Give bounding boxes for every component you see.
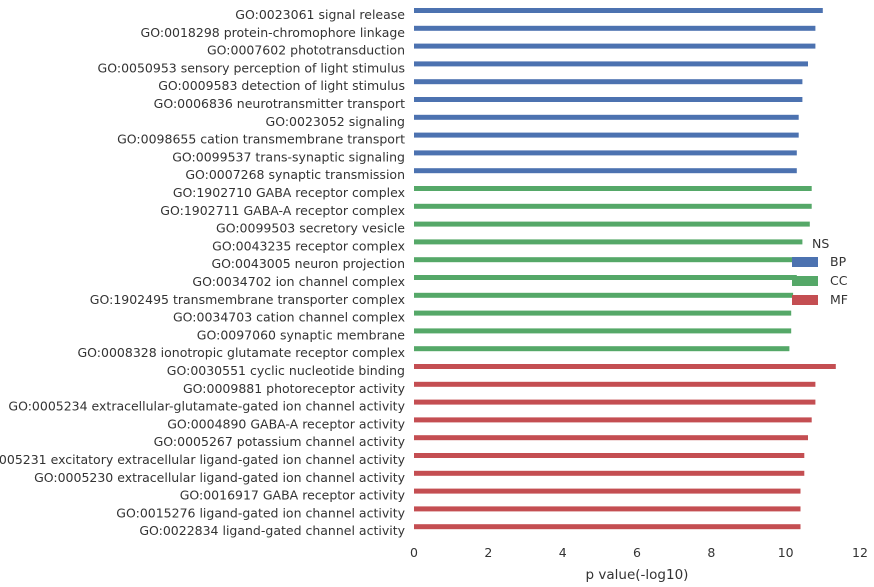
x-tick-label: 4 [559,545,567,560]
x-tick-label: 0 [410,545,418,560]
bar-mf [414,399,816,405]
bar-cc [414,203,812,209]
legend-swatch-cc [792,276,818,286]
bar-bp [414,8,823,13]
bar-cc [414,221,810,227]
category-label: GO:0023052 signaling [266,114,405,129]
x-tick-label: 6 [633,545,641,560]
bar-mf [414,417,812,423]
category-label: GO:0099537 trans-synaptic signaling [172,149,405,164]
x-tick-label: 8 [707,545,715,560]
legend-label-bp: BP [830,254,847,269]
category-label: GO:0022834 ligand-gated channel activity [139,523,405,538]
bar-bp [414,97,803,102]
category-label: GO:0018298 protein-chromophore linkage [141,25,406,40]
category-label: GO:0015276 ligand-gated ion channel acti… [116,505,405,520]
category-label: GO:1902495 transmembrane transporter com… [90,292,405,307]
bar-mf [414,381,816,387]
category-label: GO:0008328 ionotropic glutamate receptor… [78,345,406,360]
bar-bp [414,79,803,85]
bar-mf [414,453,805,458]
bar-cc [414,310,792,316]
category-label: GO:0005231 excitatory extracellular liga… [0,452,406,467]
x-tick-label: 10 [778,545,794,560]
category-label: GO:0006836 neurotransmitter transport [154,96,405,111]
category-label: GO:0034703 cation channel complex [173,310,405,325]
bar-bp [414,150,797,156]
category-label: GO:0016917 GABA receptor activity [180,488,406,503]
category-label: GO:0023061 signal release [235,7,405,22]
legend-swatch-mf [792,295,818,305]
category-label: GO:0043235 receptor complex [212,238,405,253]
bar-cc [414,239,803,245]
legend-title: NS [812,236,829,251]
category-label: GO:0005234 extracellular-glutamate-gated… [8,399,405,414]
bar-bp [414,168,797,174]
category-label: GO:0009881 photoreceptor activity [183,381,406,396]
category-label: GO:0007268 synaptic transmission [185,167,405,182]
legend-label-mf: MF [830,292,848,307]
category-label: GO:0005267 potassium channel activity [154,434,406,449]
bar-bp [414,61,808,67]
bar-cc [414,346,790,352]
category-labels: GO:0023061 signal release GO:0018298 prot… [0,7,406,538]
bar-mf [414,506,801,512]
category-label: GO:1902711 GABA-A receptor complex [160,203,405,218]
legend: NS BP CC MF [792,236,848,307]
category-label: GO:0098655 cation transmembrane transpor… [117,132,405,147]
bar-mf [414,524,801,530]
category-label: GO:0030551 cyclic nucleotide binding [167,363,405,378]
category-label: GO:0004890 GABA-A receptor activity [167,416,405,431]
category-label: GO:0099503 secretory vesicle [216,221,405,236]
x-tick-label: 2 [484,545,492,560]
bar-cc [414,292,794,298]
category-label: GO:0043005 neuron projection [211,256,405,271]
legend-swatch-bp [792,257,818,267]
category-label: GO:1902710 GABA receptor complex [173,185,405,200]
category-label: GO:0009583 detection of light stimulus [158,78,405,93]
bar-cc [414,275,797,280]
bar-bp [414,132,799,138]
bar-mf [414,435,808,441]
category-label: GO:0005230 extracellular ligand-gated io… [34,470,406,485]
bar-cc [414,328,792,334]
bar-cc [414,186,812,191]
category-label: GO:0097060 synaptic membrane [197,327,406,342]
category-label: GO:0007602 phototransduction [207,43,405,58]
legend-label-cc: CC [830,273,848,288]
bar-mf [414,364,836,369]
bar-bp [414,43,816,49]
bar-bp [414,25,816,31]
bars-group [414,8,836,530]
category-label: GO:0050953 sensory perception of light s… [98,60,405,75]
bar-mf [414,470,805,476]
x-axis-ticks: 0 2 4 6 8 10 12 [410,545,868,560]
category-label: GO:0034702 ion channel complex [192,274,405,289]
x-tick-label: 12 [852,545,868,560]
bar-mf [414,488,801,494]
bar-cc [414,257,801,263]
bar-bp [414,114,799,120]
x-axis-label: p value(-log10) [586,567,689,583]
